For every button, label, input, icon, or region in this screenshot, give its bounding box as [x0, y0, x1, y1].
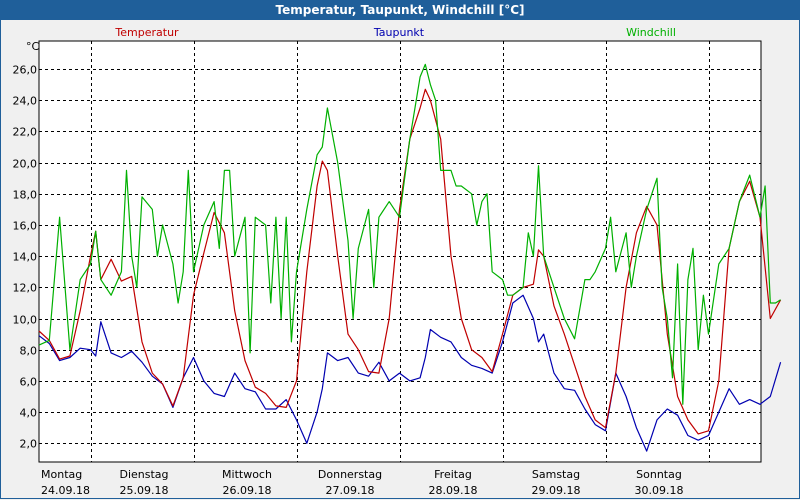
x-tick-day: Sonntag [636, 468, 682, 481]
x-tick-day: Montag [41, 468, 82, 481]
legend-taupunkt: Taupunkt [373, 26, 425, 39]
y-tick-label: 16,0 [13, 220, 38, 233]
x-tick-date: 24.09.18 [41, 484, 90, 497]
y-tick-label: 10,0 [13, 314, 38, 327]
series-lines [38, 63, 782, 452]
y-tick-label: 14,0 [13, 251, 38, 264]
y-tick-label: 12,0 [13, 282, 38, 295]
x-tick-labels: Montag 24.09.18 Dienstag 25.09.18 Mittwoch 26… [41, 468, 683, 497]
x-tick-day: Freitag [434, 468, 472, 481]
legend-temperatur: Temperatur [114, 26, 179, 39]
y-axis-unit: °C [26, 40, 40, 53]
y-tick-label: 24,0 [13, 95, 38, 108]
x-tick-day: Donnerstag [318, 468, 382, 481]
x-tick-day: Dienstag [119, 468, 168, 481]
x-tick-day: Samstag [532, 468, 580, 481]
x-tick-date: 30.09.18 [635, 484, 684, 497]
y-tick-label: 22,0 [13, 126, 38, 139]
x-tick-date: 26.09.18 [223, 484, 272, 497]
series-line-taupunkt [38, 294, 782, 452]
y-tick-label: 8,0 [20, 345, 38, 358]
chart-title: Temperatur, Taupunkt, Windchill [°C] [0, 0, 800, 20]
y-tick-labels: 2,0 4,0 6,0 8,0 10,0 12,0 14,0 16,0 18,0 20,0 22,0… [13, 64, 38, 451]
series-line-windchill [38, 63, 781, 405]
x-tick-day: Mittwoch [222, 468, 272, 481]
y-tick-label: 26,0 [13, 64, 38, 77]
legend-windchill: Windchill [626, 26, 676, 39]
y-tick-label: 6,0 [20, 376, 38, 389]
x-tick-date: 29.09.18 [532, 484, 581, 497]
x-tick-date: 27.09.18 [326, 484, 375, 497]
y-tick-label: 20,0 [13, 158, 38, 171]
y-tick-label: 2,0 [20, 438, 38, 451]
y-tick-label: 4,0 [20, 407, 38, 420]
x-tick-date: 28.09.18 [429, 484, 478, 497]
y-tick-label: 18,0 [13, 189, 38, 202]
x-tick-date: 25.09.18 [120, 484, 169, 497]
